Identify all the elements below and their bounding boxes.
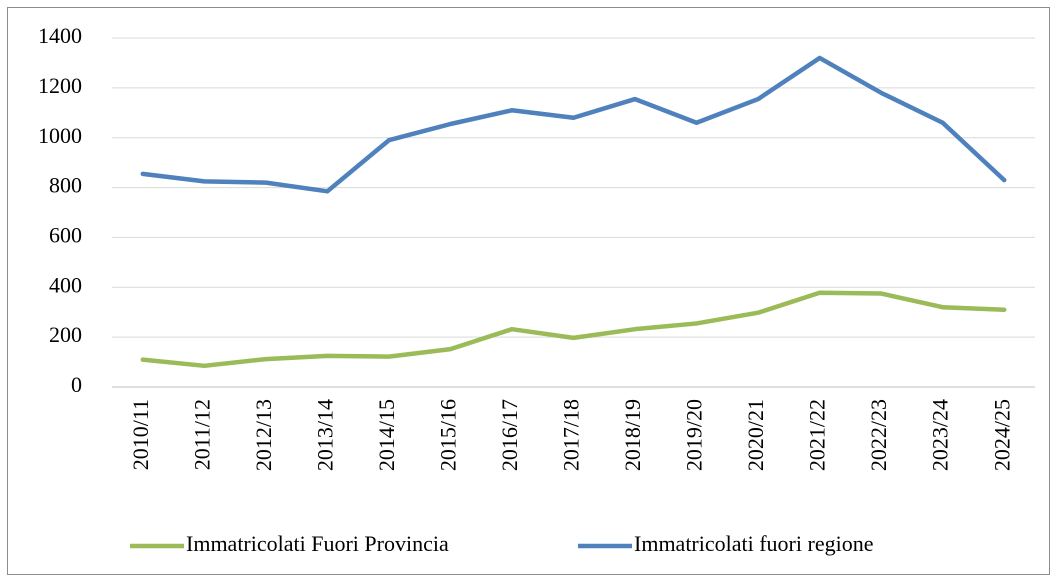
- y-tick-label: 1200: [38, 73, 82, 98]
- y-tick-label: 800: [49, 173, 82, 198]
- y-tick-label: 0: [71, 372, 82, 397]
- x-tick-label: 2024/25: [989, 399, 1014, 471]
- x-tick-label: 2012/13: [251, 399, 276, 471]
- y-tick-label: 1000: [38, 123, 82, 148]
- x-tick-label: 2022/23: [866, 399, 891, 471]
- y-tick-label: 1400: [38, 23, 82, 48]
- x-tick-label: 2011/12: [189, 399, 214, 470]
- line-series: [140, 290, 1007, 369]
- x-tick-label: 2020/21: [743, 399, 768, 471]
- x-tick-label: 2015/16: [435, 399, 460, 471]
- chart-border: [7, 7, 1050, 575]
- x-tick-label: 2023/24: [928, 399, 953, 471]
- x-tick-label: 2010/11: [128, 399, 153, 470]
- x-tick-label: 2016/17: [497, 399, 522, 471]
- line-series: [140, 55, 1007, 194]
- x-tick-label: 2019/20: [682, 399, 707, 471]
- legend-label: Immatricolati fuori regione: [634, 531, 873, 556]
- legend-label: Immatricolati Fuori Provincia: [186, 531, 449, 556]
- x-tick-label: 2021/22: [805, 399, 830, 471]
- y-tick-label: 400: [49, 272, 82, 297]
- x-tick-label: 2018/19: [620, 399, 645, 471]
- x-tick-label: 2014/15: [374, 399, 399, 471]
- x-tick-label: 2013/14: [312, 399, 337, 471]
- x-tick-label: 2017/18: [559, 399, 584, 471]
- y-tick-label: 600: [49, 222, 82, 247]
- y-tick-label: 200: [49, 322, 82, 347]
